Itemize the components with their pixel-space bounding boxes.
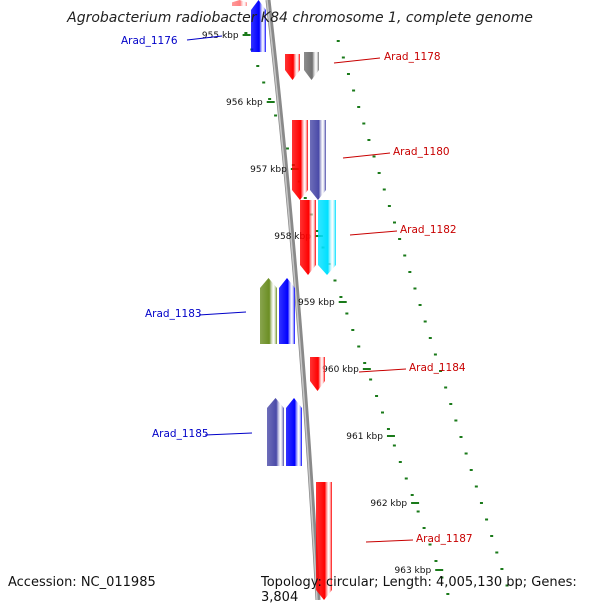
gene-label-leader	[204, 432, 253, 436]
gene-label: Arad_1180	[393, 146, 450, 158]
scale-label: 959 kbp	[298, 298, 335, 308]
gene-arrow	[292, 120, 308, 200]
gene-label: Arad_1184	[409, 362, 466, 374]
gene-label: Arad_1185	[152, 428, 209, 440]
gene-label-leader	[342, 152, 391, 159]
gene-arrow	[279, 278, 295, 344]
scale-label: 957 kbp	[250, 165, 287, 175]
gene-arrow	[300, 200, 316, 275]
gene-arrow	[304, 52, 319, 80]
gene-label-leader	[358, 368, 407, 373]
gene-label-leader	[198, 311, 247, 316]
gene-arrow	[267, 398, 284, 466]
gene-arrow	[310, 120, 326, 200]
gene-arrow	[316, 482, 332, 600]
gene-label-leader	[186, 35, 223, 41]
chromosome-backbone	[265, 0, 321, 601]
gene-label: Arad_1183	[145, 308, 202, 320]
gene-label: Arad_1182	[400, 224, 457, 236]
scale-label: 956 kbp	[226, 98, 263, 108]
scale-label: 960 kbp	[322, 365, 359, 375]
topology-text: Topology: circular; Length: 4,005,130 bp…	[261, 575, 577, 605]
gene-label-leader	[365, 539, 414, 543]
scale-label: 958 kbp	[274, 232, 311, 242]
chromosome-backbone-highlight	[266, 0, 318, 601]
gene-arrow	[260, 278, 277, 344]
gene-label-leader	[349, 230, 398, 236]
gene-arrow	[232, 0, 247, 6]
scale-label: 963 kbp	[395, 566, 432, 576]
gene-arrow	[285, 54, 300, 80]
accession-text: Accession: NC_011985	[8, 575, 156, 590]
gene-arrow	[310, 357, 325, 391]
gene-label: Arad_1187	[416, 533, 473, 545]
gene-label-leader	[333, 57, 381, 64]
gene-arrow	[318, 200, 336, 275]
scale-label: 961 kbp	[346, 432, 383, 442]
page-title: Agrobacterium radiobacter K84 chromosome…	[67, 10, 533, 26]
gene-arrow	[251, 0, 266, 52]
scale-label: 962 kbp	[370, 499, 407, 509]
gene-label: Arad_1176	[121, 35, 178, 47]
gene-arrow	[286, 398, 302, 466]
gene-label: Arad_1178	[384, 51, 441, 63]
